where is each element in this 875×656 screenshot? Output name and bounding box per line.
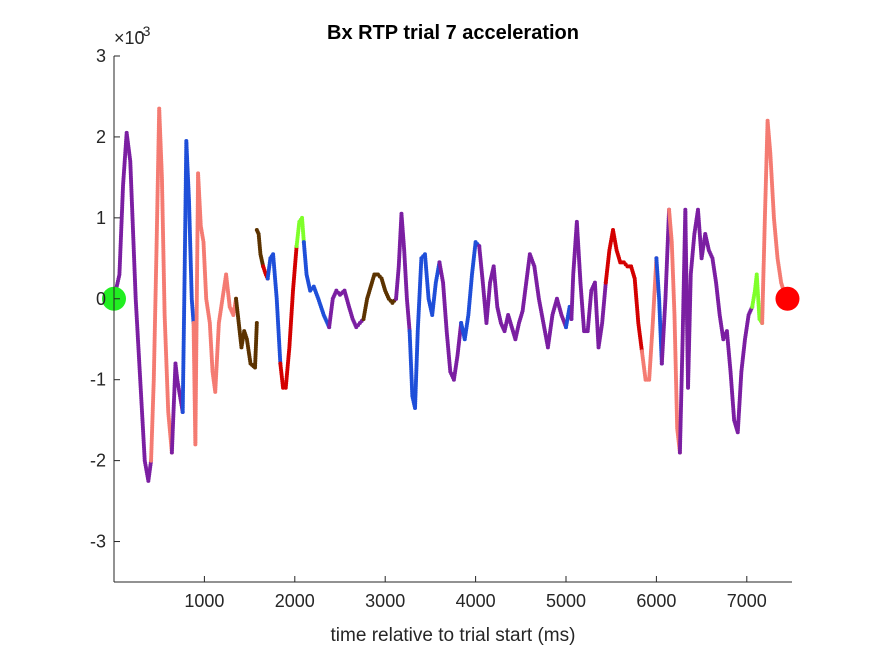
x-tick-label: 3000 (365, 591, 405, 611)
series-segment (407, 252, 442, 411)
y-tick-label: 2 (96, 127, 106, 147)
series-segment (149, 106, 174, 463)
series-segment (437, 260, 464, 382)
chart-title: Bx RTP trial 7 acceleration (327, 22, 579, 44)
data-point (254, 321, 259, 326)
series-segment (191, 171, 239, 447)
series-segment (459, 240, 482, 342)
y-exponent-power: -3 (138, 23, 151, 39)
axes: 1000 2000 3000 4000 5000 6000 7000 -3 -2 -1 0 1 2 3 (90, 46, 792, 611)
series-segment (659, 207, 672, 366)
y-tick-label: 1 (96, 208, 106, 228)
y-exponent-base: ×10 (114, 28, 145, 48)
y-tick-label: -2 (90, 451, 106, 471)
x-tick-label: 7000 (727, 591, 767, 611)
x-tick-label: 1000 (184, 591, 224, 611)
series-segment (327, 288, 366, 330)
series-segment (603, 227, 644, 354)
x-axis-label: time relative to trial start (ms) (331, 625, 576, 646)
y-tick-label: 3 (96, 46, 106, 66)
plot-area (102, 106, 800, 483)
y-tick-label: 0 (96, 289, 106, 309)
series-segment (265, 252, 283, 366)
series-segment (477, 244, 568, 350)
x-tick-label: 5000 (546, 591, 586, 611)
x-tick-label: 4000 (456, 591, 496, 611)
x-tick-label: 2000 (275, 591, 315, 611)
series-segment (394, 211, 412, 334)
series-segment (112, 130, 154, 483)
series-segment (278, 244, 299, 390)
series-segment (361, 272, 399, 321)
series-segment (234, 296, 259, 370)
end-marker (775, 286, 800, 311)
series-segment (750, 272, 765, 326)
y-tick-label: -1 (90, 370, 106, 390)
series-segment (569, 219, 608, 350)
series-segment (677, 207, 755, 455)
series-segment (180, 138, 196, 415)
x-tick-label: 6000 (636, 591, 676, 611)
y-tick-label: -3 (90, 532, 106, 552)
series-segment (169, 361, 185, 455)
